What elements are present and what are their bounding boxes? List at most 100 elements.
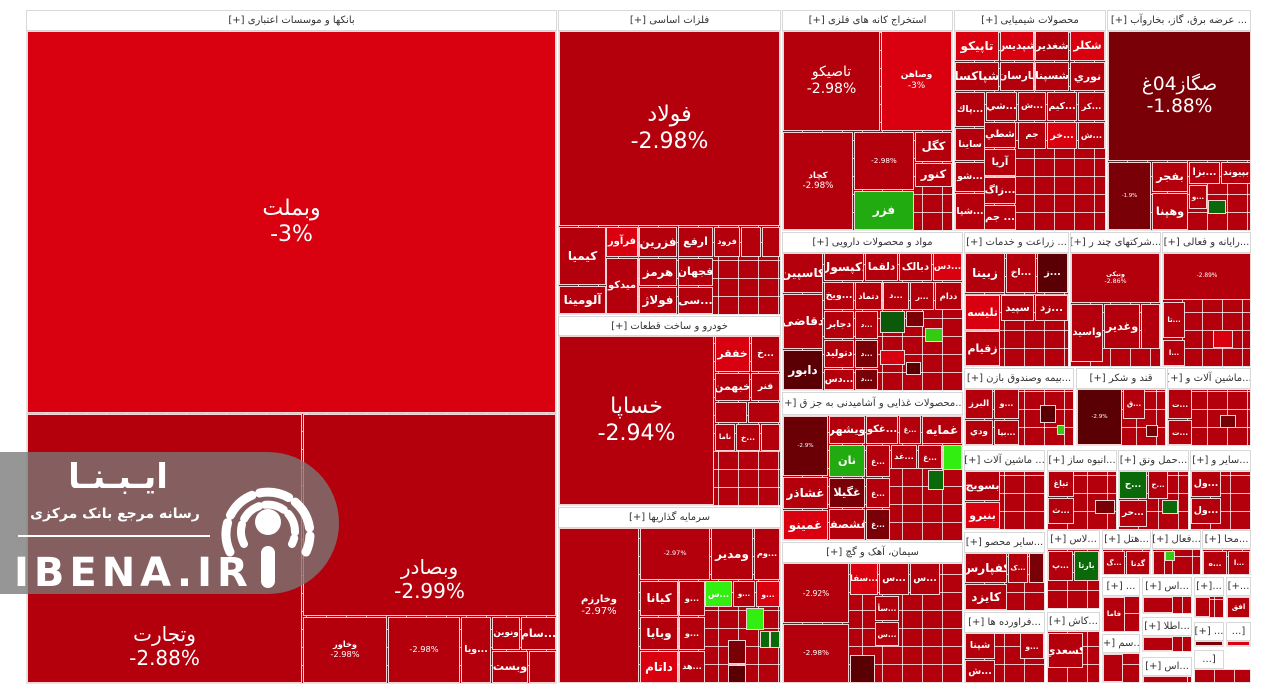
stock-tile[interactable]: ...س [875,622,899,646]
stock-tile[interactable]: ...ح [1119,471,1147,499]
stock-tile[interactable]: ...کیم [1047,92,1077,121]
stock-tile[interactable]: وخارزم -2.97% [559,528,639,683]
stock-tile[interactable]: وتجارت -2.88% [27,414,302,683]
stock-tile[interactable]: -2.92% [783,563,849,623]
stock-tile[interactable]: ...سام [521,617,556,650]
stock-tile[interactable]: ...ث [1048,498,1074,524]
stock-tile[interactable]: وبملت -3% [27,31,556,413]
stock-tile[interactable]: ...س [879,563,909,595]
stock-tile[interactable]: دابور [783,350,823,390]
sector-header[interactable]: ...محصولات غذایی و آشامیدنی به جز ق [+] [782,392,963,415]
stock-tile[interactable] [928,470,944,490]
stock-tile[interactable]: ...غ [866,445,890,477]
stock-tile[interactable]: کچاد -2.98% [783,132,853,230]
stock-tile[interactable]: دتولید [824,340,854,368]
stock-tile[interactable]: فرود [714,227,740,257]
stock-tile[interactable]: ویشهر [829,416,865,444]
stock-tile[interactable]: ...بیا [994,420,1019,445]
stock-tile[interactable]: ...س [705,581,732,607]
stock-tile[interactable]: کفپارس [965,553,1007,583]
stock-tile[interactable]: شپاکسا [955,62,999,91]
stock-tile[interactable]: ...و [756,581,780,607]
stock-tile[interactable]: غمینو [783,510,828,540]
stock-tile[interactable]: -2.98% [783,624,849,683]
stock-tile[interactable]: تاپیکو [955,31,999,61]
stock-tile[interactable]: دکپسول [824,253,864,281]
stock-tile[interactable] [741,227,761,257]
stock-tile[interactable]: ...غ [866,509,890,540]
sector-header[interactable]: سرمایه گذاریها [+] [558,507,781,528]
stock-tile[interactable]: ...پاك [955,92,985,127]
sector-header[interactable]: ...لاس [+] [1047,530,1100,549]
stock-tile[interactable]: -2.9% [783,416,828,476]
stock-tile[interactable] [1213,330,1233,348]
stock-tile[interactable] [906,311,924,327]
sector-header[interactable]: ...رایانه و فعالی [+] [1162,232,1251,253]
stock-tile[interactable] [1195,597,1210,617]
stock-tile[interactable]: شغدیر [1035,31,1069,61]
sector-header[interactable]: ...محا [+] [1202,530,1251,549]
sector-header[interactable]: ...هتل [+] [1102,530,1151,549]
stock-tile[interactable]: بپیوند [1221,162,1251,184]
sector-header[interactable]: ...انبوه ساز [+] [1047,450,1117,471]
stock-tile[interactable]: زقیام [965,331,1000,366]
stock-tile[interactable]: صگاز04غ -1.88% [1108,31,1251,161]
stock-tile[interactable]: ...د [855,340,878,368]
sector-header[interactable]: ...اطلا [+] [1142,617,1192,636]
stock-tile[interactable]: شسپنا [1035,62,1069,91]
stock-tile[interactable] [943,445,962,470]
stock-tile[interactable]: ...ویا [461,617,491,683]
stock-tile[interactable]: وبایا [640,617,678,650]
stock-tile[interactable]: ...و [679,581,705,616]
stock-tile[interactable]: فزر [854,191,914,230]
stock-tile[interactable] [1162,500,1178,514]
stock-tile[interactable]: تاصیکو -2.98% [783,31,880,131]
stock-tile[interactable]: تباغ [1048,471,1074,497]
stock-tile[interactable]: دبالک [899,253,932,281]
stock-tile[interactable]: کسعدي [1048,633,1083,668]
stock-tile[interactable]: غشصفا [829,509,865,540]
stock-tile[interactable]: غمایه [922,416,962,444]
stock-tile[interactable]: ...س [910,563,940,595]
stock-tile[interactable]: ...ول [1191,498,1221,524]
stock-tile[interactable]: بارتا [1074,551,1099,581]
stock-tile[interactable]: ...و [1189,185,1207,209]
sector-header[interactable]: قند و شکر [+] [1076,368,1166,389]
stock-tile[interactable] [529,651,556,683]
sector-header[interactable]: استخراج کانه های فلزی [+] [782,10,953,31]
stock-tile[interactable] [1153,551,1165,575]
stock-tile[interactable]: ...کر [1078,92,1105,121]
stock-tile[interactable] [1165,551,1175,561]
sector-header[interactable]: خودرو و ساخت قطعات [+] [558,316,781,336]
stock-tile[interactable]: ...سی [678,287,713,314]
stock-tile[interactable]: -2.97% [640,528,710,580]
stock-tile[interactable]: -2.98% [388,617,460,683]
stock-tile[interactable]: دلقما [865,253,898,281]
stock-tile[interactable]: ...و [733,581,755,607]
sector-header[interactable]: سیمان، آهک و گچ [+] [782,542,963,563]
stock-tile[interactable]: ...د [883,282,909,310]
stock-tile[interactable]: کیمیا [559,227,606,285]
stock-tile[interactable]: ...گ [1103,551,1125,575]
stock-tile[interactable]: شپنا [965,633,995,659]
stock-tile[interactable]: ...وم [754,528,780,580]
stock-tile[interactable]: وبصادر -2.99% [303,414,556,616]
sector-header[interactable]: ...[+] [1194,577,1224,596]
stock-tile[interactable]: تلیسه [965,295,1000,330]
stock-tile[interactable]: بسویج [965,471,1000,501]
stock-tile[interactable]: -2.89% [1163,253,1251,300]
stock-tile[interactable] [762,227,780,257]
sector-header[interactable]: ...سایر و [+] [1190,450,1251,471]
stock-tile[interactable] [1103,654,1123,682]
stock-tile[interactable]: ودي [965,420,993,445]
stock-tile[interactable]: ...دس [824,369,854,390]
sector-header[interactable]: ...سایر محصو [+] [964,532,1045,553]
stock-tile[interactable]: بفجر [1152,162,1188,192]
stock-tile[interactable]: ...ا [1228,551,1250,575]
stock-tile[interactable]: ...ش [1078,122,1105,149]
stock-tile[interactable]: کیانا [640,581,678,616]
stock-tile[interactable]: فولاژ [639,287,677,314]
stock-tile[interactable]: ...د [855,369,878,390]
stock-tile[interactable]: دجابر [824,311,854,339]
stock-tile[interactable] [746,608,764,630]
